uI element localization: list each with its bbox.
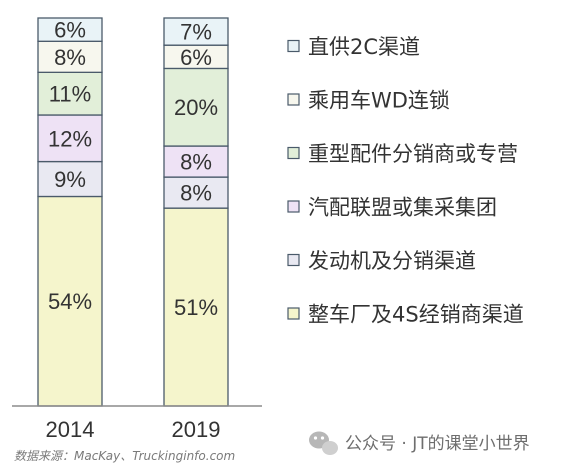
segment-value-label: 12% bbox=[48, 126, 92, 151]
legend-label: 汽配联盟或集采集团 bbox=[308, 196, 497, 220]
bar-segment-2019-2 bbox=[163, 176, 229, 209]
legend-swatch bbox=[287, 307, 300, 320]
legend-swatch bbox=[287, 253, 300, 267]
segment-value-label: 8% bbox=[180, 181, 212, 206]
legend-label: 乘用车WD连锁 bbox=[308, 89, 450, 113]
legend-label: 重型配件分销商或专营 bbox=[308, 142, 518, 166]
legend-swatch bbox=[287, 93, 300, 106]
legend: 直供2C渠道乘用车WD连锁重型配件分销商或专营汽配联盟或集采集团发动机及分销渠道… bbox=[287, 35, 524, 327]
segment-value-label: 20% bbox=[174, 95, 218, 120]
legend-swatch bbox=[287, 146, 300, 160]
bar-segment-2014-4 bbox=[37, 71, 103, 116]
bar-segment-2014-1 bbox=[37, 195, 103, 407]
segment-value-label: 7% bbox=[180, 20, 212, 45]
legend-label: 发动机及分销渠道 bbox=[308, 249, 476, 273]
bar-segment-2014-2 bbox=[37, 160, 103, 198]
legend-label: 整车厂及4S经销商渠道 bbox=[308, 303, 524, 327]
segment-value-label: 11% bbox=[49, 82, 91, 107]
data-source-note: 数据来源：MacKay、Truckinginfo.com bbox=[14, 449, 235, 463]
bar-segment-2019-3 bbox=[163, 145, 229, 178]
bar-segment-2019-4 bbox=[163, 67, 229, 147]
watermark: 公众号 · JT的课堂小世界 bbox=[309, 431, 530, 455]
segment-value-label: 6% bbox=[54, 18, 86, 43]
segment-value-label: 54% bbox=[48, 289, 92, 314]
segment-value-label: 6% bbox=[180, 45, 212, 70]
bar-segment-2019-6 bbox=[163, 17, 229, 46]
wechat-icon bbox=[309, 431, 338, 455]
bar-segment-2014-5 bbox=[37, 40, 103, 73]
watermark-text: 公众号 · JT的课堂小世界 bbox=[345, 434, 530, 454]
category-label-2014: 2014 bbox=[46, 417, 95, 442]
segment-value-label: 8% bbox=[54, 45, 86, 70]
segment-value-label: 51% bbox=[174, 295, 218, 320]
segment-value-label: 9% bbox=[54, 167, 86, 192]
segment-value-label: 8% bbox=[180, 150, 212, 175]
bar-segment-2014-6 bbox=[37, 17, 103, 42]
legend-swatch bbox=[287, 39, 300, 53]
category-label-2019: 2019 bbox=[172, 417, 221, 442]
legend-swatch bbox=[287, 200, 300, 213]
legend-label: 直供2C渠道 bbox=[308, 35, 420, 59]
